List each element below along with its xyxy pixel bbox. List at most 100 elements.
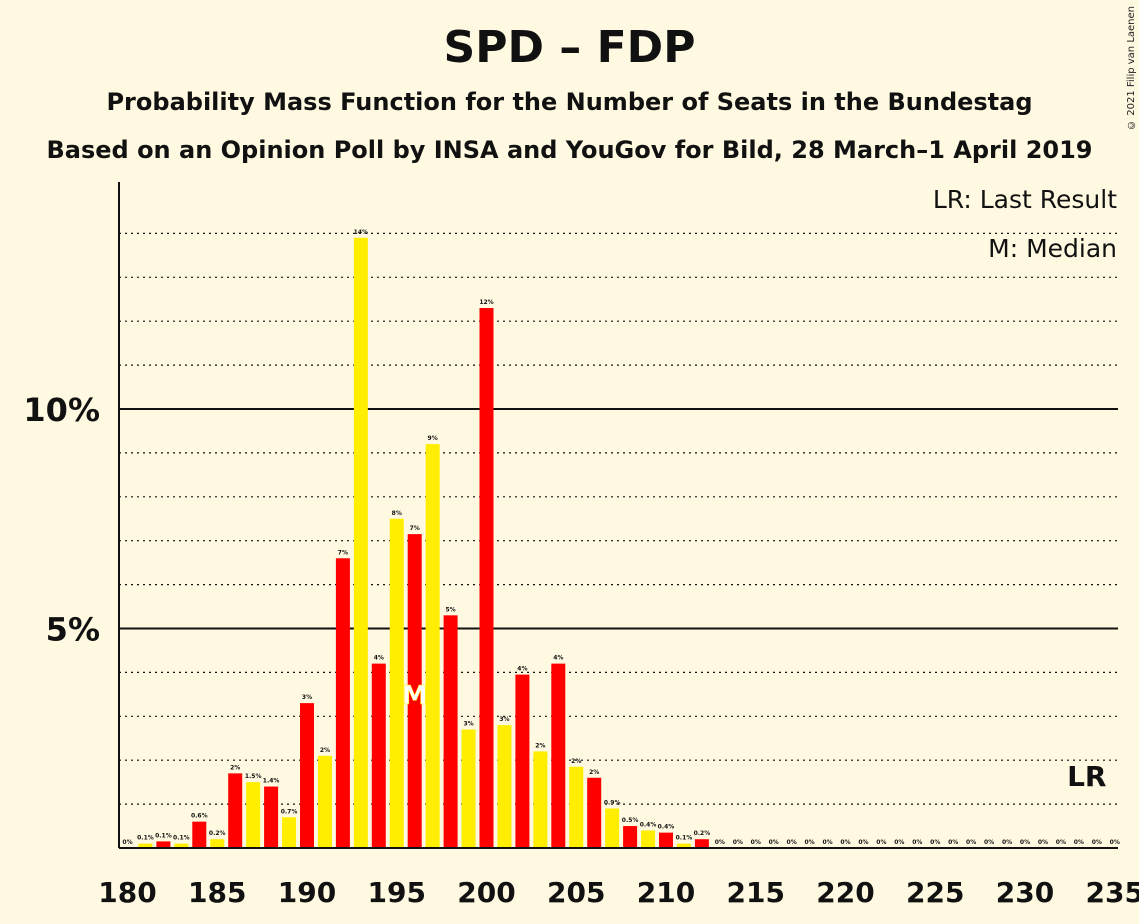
value-label-200: 12% [479, 299, 493, 306]
bar-201 [497, 725, 512, 848]
value-label-223: 0% [894, 839, 904, 846]
x-tick-190: 190 [278, 876, 336, 909]
bar-209 [641, 830, 656, 848]
bar-207 [605, 808, 620, 848]
value-labels: 0%0.1% 0.1% 0.1%0.6%0.2%2%1.5%1.4%0.7%3%2%… [122, 229, 1119, 846]
value-label-202: 4% [517, 666, 527, 673]
x-tick-230: 230 [996, 876, 1054, 909]
value-label-231: 0% [1038, 839, 1048, 846]
value-label-229: 0% [1002, 839, 1012, 846]
value-label-225: 0% [930, 839, 940, 846]
value-label-195: 8% [392, 510, 402, 517]
bar-193 [353, 237, 368, 849]
y-tick-5: 5% [46, 611, 100, 649]
value-label-210: 0.4% [658, 824, 675, 831]
axes [118, 182, 1118, 849]
value-label-232: 0% [1056, 839, 1066, 846]
x-tick-215: 215 [727, 876, 785, 909]
value-label-217: 0% [787, 839, 797, 846]
value-label-181: 0.1% [137, 835, 154, 842]
value-label-196: 7% [410, 525, 420, 532]
x-tick-220: 220 [816, 876, 874, 909]
value-label-180: 0% [122, 839, 132, 846]
x-tick-205: 205 [547, 876, 605, 909]
value-label-189: 0.7% [281, 808, 298, 815]
bar-199 [461, 729, 476, 848]
value-label-182: 0.1% [155, 832, 172, 839]
value-label-205: 2% [571, 758, 581, 765]
bar-184 [192, 821, 207, 848]
bar-195 [389, 518, 404, 848]
value-label-234: 0% [1092, 839, 1102, 846]
bar-204 [551, 663, 566, 848]
value-label-214: 0% [733, 839, 743, 846]
bars [138, 237, 709, 849]
bar-182 [156, 841, 171, 848]
value-label-227: 0% [966, 839, 976, 846]
value-label-211: 0.1% [676, 835, 693, 842]
value-label-194: 4% [374, 655, 384, 662]
bar-212 [694, 839, 709, 848]
bar-198 [443, 615, 458, 848]
x-tick-200: 200 [457, 876, 515, 909]
value-label-209: 0.4% [640, 821, 657, 828]
value-label-222: 0% [876, 839, 886, 846]
median-marker: M [402, 681, 428, 711]
value-label-230: 0% [1020, 839, 1030, 846]
value-label-190: 3% [302, 694, 312, 701]
value-label-206: 2% [589, 769, 599, 776]
value-label-187: 1.5% [245, 773, 262, 780]
last-result-marker: LR [1067, 760, 1106, 793]
value-label-207: 0.9% [604, 799, 621, 806]
chart-subtitle: Probability Mass Function for the Number… [106, 88, 1033, 116]
x-tick-210: 210 [637, 876, 695, 909]
y-tick-10: 10% [23, 391, 100, 429]
bar-186 [228, 773, 243, 848]
value-label-204: 4% [553, 655, 563, 662]
bar-185 [210, 839, 225, 848]
bar-191 [317, 755, 332, 848]
x-tick-235: 235 [1086, 876, 1139, 909]
bar-196 [407, 534, 422, 848]
bar-206 [587, 777, 602, 848]
bar-208 [623, 826, 638, 848]
value-label-228: 0% [984, 839, 994, 846]
bar-181 [138, 843, 153, 848]
x-tick-180: 180 [98, 876, 156, 909]
value-label-197: 9% [428, 435, 438, 442]
bar-197 [425, 444, 440, 848]
x-tick-labels: 180 185 190 195 200 205 210 215 220 225 230 235 [98, 876, 1139, 909]
value-label-219: 0% [822, 839, 832, 846]
bar-203 [533, 751, 548, 848]
bar-194 [371, 663, 386, 848]
value-label-192: 7% [338, 549, 348, 556]
x-tick-185: 185 [188, 876, 246, 909]
value-label-191: 2% [320, 747, 330, 754]
bar-190 [300, 703, 314, 848]
y-tick-labels: 5% 10% [23, 391, 100, 649]
value-label-220: 0% [840, 839, 850, 846]
bar-205 [569, 766, 584, 848]
bar-210 [659, 832, 673, 848]
bar-189 [282, 817, 297, 848]
bar-211 [676, 843, 691, 848]
value-label-188: 1.4% [263, 778, 280, 785]
bar-202 [515, 674, 530, 848]
legend-median: M: Median [988, 234, 1117, 263]
value-label-198: 5% [446, 606, 456, 613]
bar-192 [335, 558, 350, 848]
x-tick-225: 225 [906, 876, 964, 909]
value-label-224: 0% [912, 839, 922, 846]
grid-lines [119, 232, 1118, 805]
value-label-186: 2% [230, 764, 240, 771]
bar-200 [479, 308, 494, 848]
value-label-212: 0.2% [694, 830, 711, 837]
value-label-233: 0% [1074, 839, 1084, 846]
bar-187 [246, 782, 261, 848]
bar-188 [264, 786, 279, 848]
value-label-213: 0% [715, 839, 725, 846]
bar-183 [174, 843, 189, 848]
value-label-184: 0.6% [191, 813, 208, 820]
value-label-203: 2% [535, 742, 545, 749]
